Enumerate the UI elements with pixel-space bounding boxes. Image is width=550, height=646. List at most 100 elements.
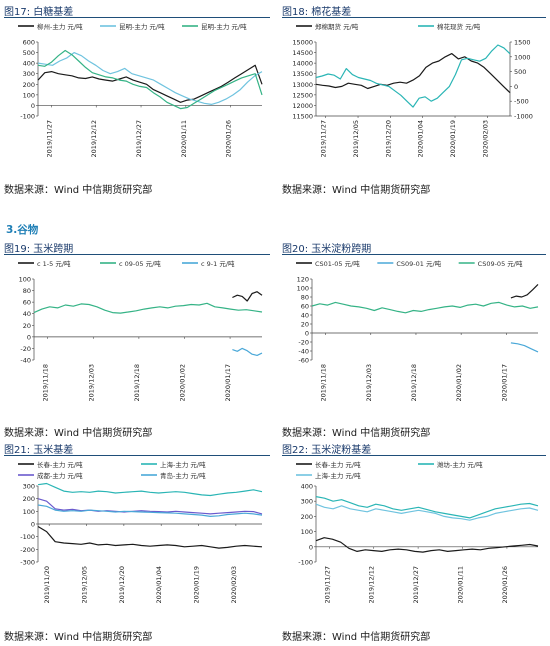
series-line-1 — [315, 44, 511, 108]
y-tick-label: 0 — [31, 102, 35, 110]
x-tick-label: 2019/12/20 — [384, 120, 392, 157]
figure-18-rule — [282, 17, 546, 18]
figure-21-rule — [4, 455, 270, 456]
x-tick-label: 2019/11/27 — [45, 120, 53, 157]
legend-label: 郑棉期货 元/吨 — [315, 22, 359, 31]
figure-20-chart: CS01-05 元/吨 CS09-01 元/吨 CS09-05 元/吨 -60-40-… — [296, 259, 539, 401]
legend-label: 上海-主力 元/吨 — [160, 460, 206, 469]
legend-label: 上海-主力 元/吨 — [315, 471, 361, 480]
y-tick-label: 0 — [31, 521, 35, 529]
y-tick-label: -100 — [20, 113, 35, 121]
y-tick-label: 13000 — [292, 81, 313, 89]
x-tick-label: 2020/01/17 — [224, 364, 232, 401]
series-line-0 — [315, 537, 539, 553]
series-line-1 — [510, 342, 539, 353]
y-tick-label: 13500 — [292, 70, 313, 78]
y-tick-label: -40 — [20, 357, 31, 365]
figure-18-source: 数据来源：Wind 中信期货研究部 — [282, 185, 431, 196]
legend-label: 长春-主力 元/吨 — [315, 460, 361, 469]
y-tick-label: 14500 — [292, 49, 313, 57]
y-tick-label: 11500 — [292, 113, 313, 121]
y-tick-label: -20 — [298, 339, 309, 347]
y-right-tick-label: -1000 — [514, 113, 533, 121]
legend-label: CS09-05 元/吨 — [478, 259, 523, 268]
figure-22-chart: 长春-主力 元/吨 潍坊-主力 元/吨上海-主力 元/吨 -100 0 100 200 30… — [296, 460, 539, 603]
y-tick-label: 300 — [23, 483, 35, 491]
figure-21-source: 数据来源：Wind 中信期货研究部 — [4, 632, 153, 643]
series-line-1 — [37, 482, 263, 497]
y-tick-label: -300 — [20, 559, 35, 567]
x-tick-label: 2019/11/20 — [43, 566, 51, 603]
x-tick-label: 2019/12/20 — [118, 566, 126, 603]
y-tick-label: 500 — [23, 49, 35, 57]
y-tick-label: 60 — [301, 303, 309, 311]
x-tick-label: 2019/11/18 — [320, 364, 328, 401]
legend-label: CS01-05 元/吨 — [315, 259, 360, 268]
y-tick-label: 80 — [23, 287, 31, 295]
legend-label: 柳州-主力 元/吨 — [37, 22, 83, 31]
series-line-2 — [315, 503, 539, 521]
y-tick-label: 20 — [301, 321, 309, 329]
y-tick-label: 15000 — [292, 39, 313, 47]
x-tick-label: 2020/01/26 — [501, 566, 509, 603]
legend-label: CS09-01 元/吨 — [396, 259, 441, 268]
y-tick-label: 100 — [23, 91, 35, 99]
x-tick-label: 2020/01/04 — [417, 120, 425, 157]
y-tick-label: 100 — [297, 285, 309, 293]
y-right-tick-label: 1000 — [514, 53, 531, 61]
x-tick-label: 2019/12/18 — [410, 364, 418, 401]
figure-21-title: 图21: 玉米基差 — [4, 445, 74, 456]
figure-21-chart: 长春-主力 元/吨 上海-主力 元/吨成都-主力 元/吨 青岛-主力 元/吨 -300… — [18, 460, 263, 603]
y-tick-label: -40 — [298, 348, 309, 356]
series-line-0 — [315, 52, 511, 94]
series-line-0 — [232, 291, 263, 302]
x-tick-label: 2020/01/17 — [500, 364, 508, 401]
series-line-2 — [311, 301, 539, 314]
x-tick-label: 2020/01/19 — [193, 566, 201, 603]
legend-label: 昆明-主力 元/吨 — [201, 22, 247, 31]
series-line-2 — [37, 498, 263, 515]
x-tick-label: 2019/12/03 — [87, 364, 95, 401]
figure-22-rule — [282, 455, 546, 456]
legend-label: 棉花现货 元/吨 — [437, 22, 481, 31]
figure-17-rule — [4, 17, 270, 18]
y-tick-label: -100 — [20, 533, 35, 541]
y-right-tick-label: 1500 — [514, 39, 531, 47]
figure-20-rule — [282, 254, 546, 255]
x-tick-label: 2019/12/12 — [90, 120, 98, 157]
x-tick-label: 2020/02/03 — [481, 120, 489, 157]
y-tick-label: 60 — [23, 299, 31, 307]
legend-label: 昆明-主力 元/吨 — [119, 22, 165, 31]
figure-17-source: 数据来源：Wind 中信期货研究部 — [4, 185, 153, 196]
x-tick-label: 2020/01/02 — [178, 364, 186, 401]
y-tick-label: 0 — [309, 543, 313, 551]
figure-17-title: 图17: 白糖基差 — [4, 7, 74, 18]
figure-19-rule — [4, 254, 270, 255]
y-tick-label: 0 — [27, 333, 31, 341]
series-line-0 — [510, 283, 539, 299]
y-tick-label: -100 — [298, 559, 313, 567]
y-tick-label: 600 — [23, 39, 35, 47]
figure-20-source: 数据来源：Wind 中信期货研究部 — [282, 428, 431, 439]
x-tick-label: 2019/11/18 — [42, 364, 50, 401]
x-tick-label: 2019/12/03 — [365, 364, 373, 401]
y-tick-label: 40 — [23, 310, 31, 318]
y-tick-label: 100 — [23, 508, 35, 516]
series-line-0 — [37, 525, 263, 549]
y-tick-label: 120 — [297, 276, 309, 284]
y-tick-label: 14000 — [292, 60, 313, 68]
y-tick-label: 12500 — [292, 91, 313, 99]
section-heading: 3.谷物 — [6, 224, 39, 236]
figure-18-title: 图18: 棉花基差 — [282, 7, 352, 18]
figure-18-chart: 郑棉期货 元/吨 棉花现货 元/吨 11500 12000 12500 13000 1350… — [292, 22, 533, 157]
y-tick-label: 300 — [301, 498, 313, 506]
legend-label: 潍坊-主力 元/吨 — [437, 460, 483, 469]
y-tick-label: 40 — [301, 312, 309, 320]
legend-label: 成都-主力 元/吨 — [37, 471, 83, 480]
series-line-1 — [37, 51, 263, 106]
x-tick-label: 2020/01/11 — [457, 566, 465, 603]
legend-label: 青岛-主力 元/吨 — [160, 471, 206, 480]
figure-20-title: 图20: 玉米淀粉跨期 — [282, 244, 372, 255]
figure-17-chart: 柳州-主力 元/吨 昆明-主力 元/吨 昆明-主力 元/吨 -100 0 100 200 30… — [18, 22, 263, 157]
y-tick-label: 100 — [301, 528, 313, 536]
